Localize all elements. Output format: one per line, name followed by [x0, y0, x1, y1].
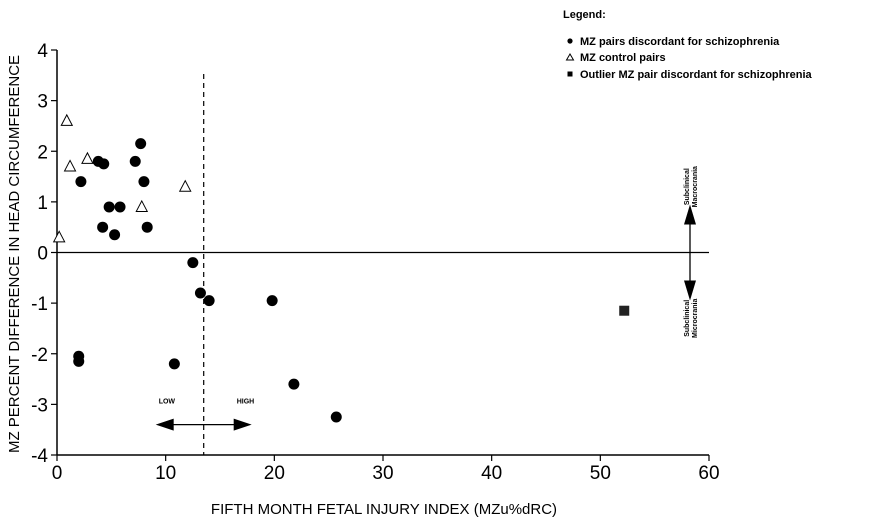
- discordant-pair-point: [130, 156, 141, 167]
- discordant-pair-point: [204, 295, 215, 306]
- x-tick-label: 20: [264, 463, 285, 484]
- macrocrania-label: Subclinical Macrocrania: [684, 166, 699, 207]
- discordant-pair-point: [115, 201, 126, 212]
- macrocrania-label-line: Subclinical: [684, 168, 691, 205]
- discordant-pair-point: [98, 158, 109, 169]
- microcrania-label: Subclinical Microcrania: [684, 299, 699, 338]
- control-pair-point: [180, 181, 191, 192]
- y-axis-title: MZ PERCENT DIFFERENCE IN HEAD CIRCUMFERE…: [6, 55, 23, 453]
- legend-marker-square: [568, 72, 573, 77]
- high-label: HIGH: [237, 399, 255, 406]
- discordant-pair-point: [73, 356, 84, 367]
- discordant-pair-point: [169, 358, 180, 369]
- x-tick-label: 30: [372, 463, 393, 484]
- legend-marker-circle: [567, 38, 572, 43]
- macrocrania-label-line: Macrocrania: [692, 166, 699, 207]
- legend-title: Legend:: [563, 9, 606, 21]
- discordant-pair-point: [187, 257, 198, 268]
- discordant-pair-point: [109, 229, 120, 240]
- y-tick-label: -4: [31, 446, 48, 467]
- control-pair-point: [136, 201, 147, 212]
- y-tick-label: -3: [31, 395, 48, 416]
- legend-marker-triangle: [567, 54, 574, 60]
- microcrania-label-line: Subclinical: [684, 300, 691, 337]
- discordant-pair-point: [142, 222, 153, 233]
- discordant-pair-point: [75, 176, 86, 187]
- control-pair-point: [54, 231, 65, 242]
- x-tick-label: 10: [155, 463, 176, 484]
- discordant-pair-point: [104, 201, 115, 212]
- y-tick-label: 2: [37, 142, 48, 163]
- discordant-pair-point: [97, 222, 108, 233]
- y-tick-label: 1: [37, 193, 48, 214]
- legend: Legend: MZ pairs discordant for schizoph…: [563, 9, 813, 81]
- y-tick-label: -2: [31, 345, 48, 366]
- y-tick-label: -1: [31, 294, 48, 315]
- x-tick-label: 0: [52, 463, 63, 484]
- outlier-pair-point: [619, 306, 629, 316]
- discordant-pair-point: [195, 288, 206, 299]
- low-label: LOW: [159, 399, 176, 406]
- discordant-pair-point: [138, 176, 149, 187]
- microcrania-label-line: Microcrania: [692, 299, 699, 338]
- discordant-pair-point: [135, 138, 146, 149]
- control-pair-point: [65, 160, 76, 171]
- legend-entry-1: MZ pairs discordant for schizophrenia: [580, 36, 780, 48]
- discordant-pair-point: [288, 379, 299, 390]
- x-tick-label: 50: [590, 463, 611, 484]
- low-arrowhead: [156, 419, 174, 431]
- x-tick-label: 60: [698, 463, 719, 484]
- legend-entry-3: Outlier MZ pair discordant for schizophr…: [580, 69, 813, 81]
- discordant-pair-point: [331, 412, 342, 423]
- discordant-pair-point: [267, 295, 278, 306]
- x-tick-label: 40: [481, 463, 502, 484]
- x-axis-title: FIFTH MONTH FETAL INJURY INDEX (MZu%dRC): [211, 501, 557, 518]
- down-arrowhead: [684, 281, 696, 301]
- control-pair-point: [82, 153, 93, 164]
- y-tick-label: 4: [37, 41, 48, 62]
- control-pair-point: [61, 115, 72, 126]
- high-arrowhead: [234, 419, 252, 431]
- y-tick-label: 0: [37, 244, 48, 265]
- y-tick-label: 3: [37, 92, 48, 113]
- legend-entry-2: MZ control pairs: [580, 52, 666, 64]
